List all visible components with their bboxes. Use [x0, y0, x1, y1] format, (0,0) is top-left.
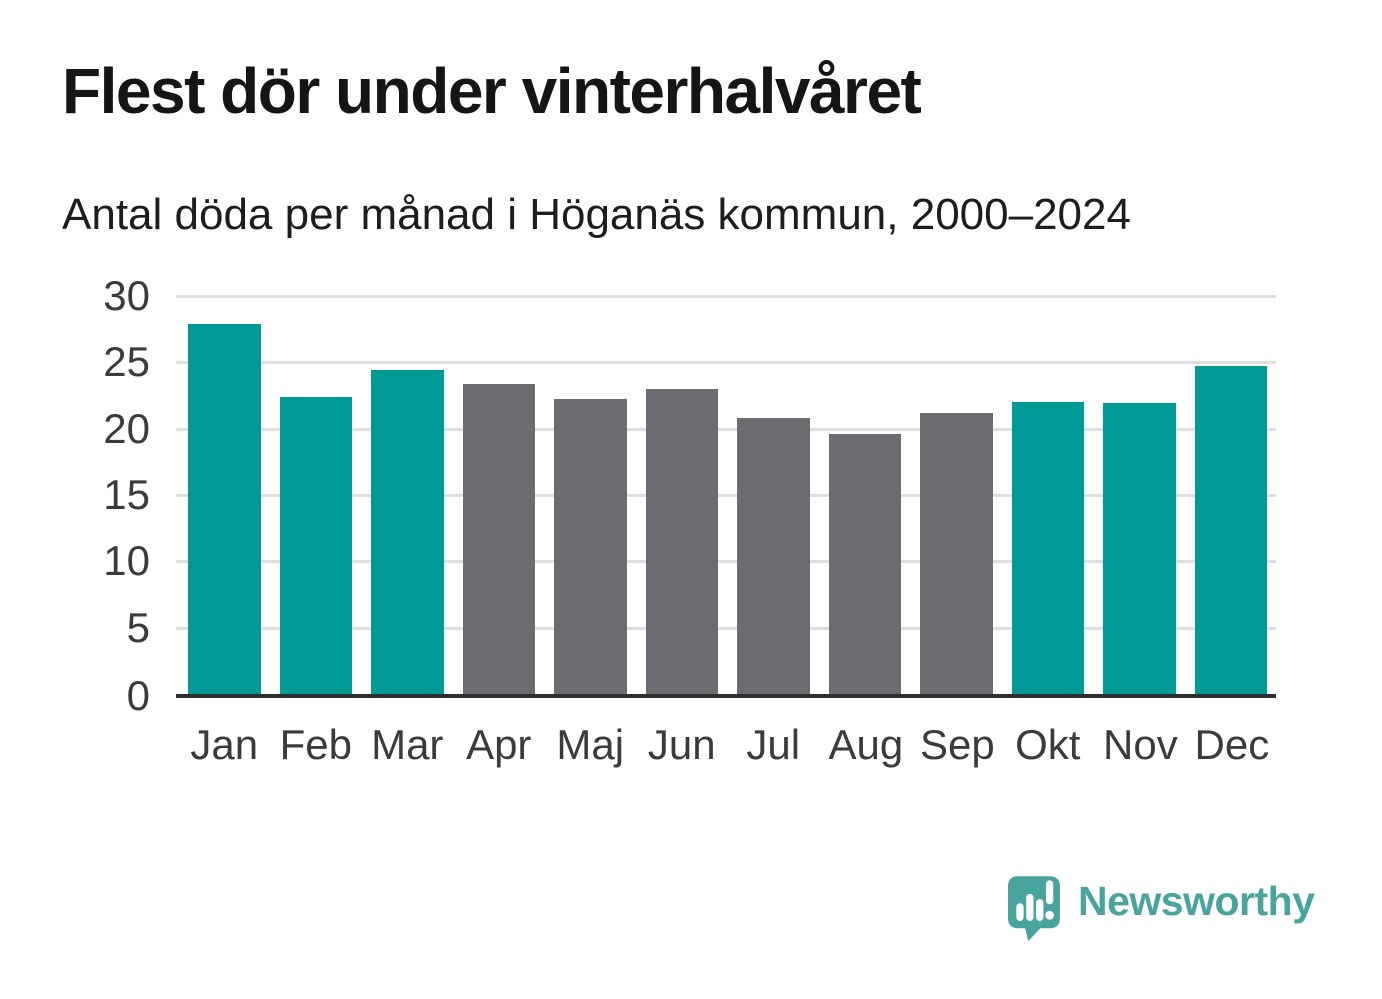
bars-container	[176, 296, 1276, 694]
x-tick-label-mar: Mar	[371, 721, 444, 768]
bar-jun	[645, 388, 718, 694]
newsworthy-speech-bubble-bar-chart-icon	[1008, 876, 1060, 942]
x-tick-label-aug: Aug	[828, 721, 904, 768]
y-tick-label-10: 10	[103, 537, 150, 585]
y-tick-label-25: 25	[103, 338, 150, 386]
chart-subtitle: Antal döda per månad i Höganäs kommun, 2…	[62, 190, 1131, 239]
brand-wordmark: Newsworthy	[1078, 878, 1315, 924]
bar-dec	[1194, 366, 1267, 694]
bar-jul	[737, 418, 810, 694]
brand-footer: Newsworthy	[1008, 876, 1328, 946]
gridline-10	[176, 560, 1276, 564]
x-tick-label-nov: Nov	[1103, 721, 1178, 768]
bar-sep	[920, 412, 993, 694]
x-tick-label-maj: Maj	[556, 721, 625, 768]
gridline-30	[176, 295, 1276, 298]
bar-aug	[828, 433, 901, 694]
y-tick-label-30: 30	[103, 272, 150, 319]
gridline-25	[176, 361, 1276, 365]
gridline-5	[176, 626, 1276, 630]
x-axis-labels: Jan Feb Mar Apr Maj Jun Jul Aug Sep Okt Nov Dec	[176, 721, 1276, 768]
bar-feb	[279, 396, 352, 694]
gridline-15	[176, 494, 1276, 497]
bar-maj	[554, 399, 627, 694]
x-tick-label-jan: Jan	[190, 721, 259, 768]
bar-jan	[188, 323, 261, 694]
bar-mar	[371, 370, 444, 694]
x-tick-label-apr: Apr	[466, 721, 532, 768]
gridline-20	[176, 427, 1276, 431]
y-tick-label-0: 0	[126, 672, 150, 719]
x-tick-label-okt: Okt	[1015, 721, 1081, 768]
x-tick-label-sep: Sep	[920, 721, 995, 768]
x-tick-label-feb: Feb	[279, 721, 352, 768]
y-tick-label-15: 15	[103, 471, 150, 518]
bar-okt	[1011, 402, 1084, 694]
bar-apr	[462, 383, 535, 694]
plot-area	[176, 295, 1276, 698]
page-title: Flest dör under vinterhalvåret	[62, 55, 922, 127]
x-tick-label-dec: Dec	[1194, 721, 1270, 768]
y-axis-labels: 0 5 10 15 20 25 30	[0, 0, 150, 999]
x-tick-label-jul: Jul	[746, 721, 801, 768]
y-tick-label-5: 5	[126, 603, 150, 651]
bar-nov	[1103, 403, 1176, 694]
x-tick-label-jun: Jun	[647, 721, 716, 768]
y-tick-label-20: 20	[103, 404, 150, 452]
